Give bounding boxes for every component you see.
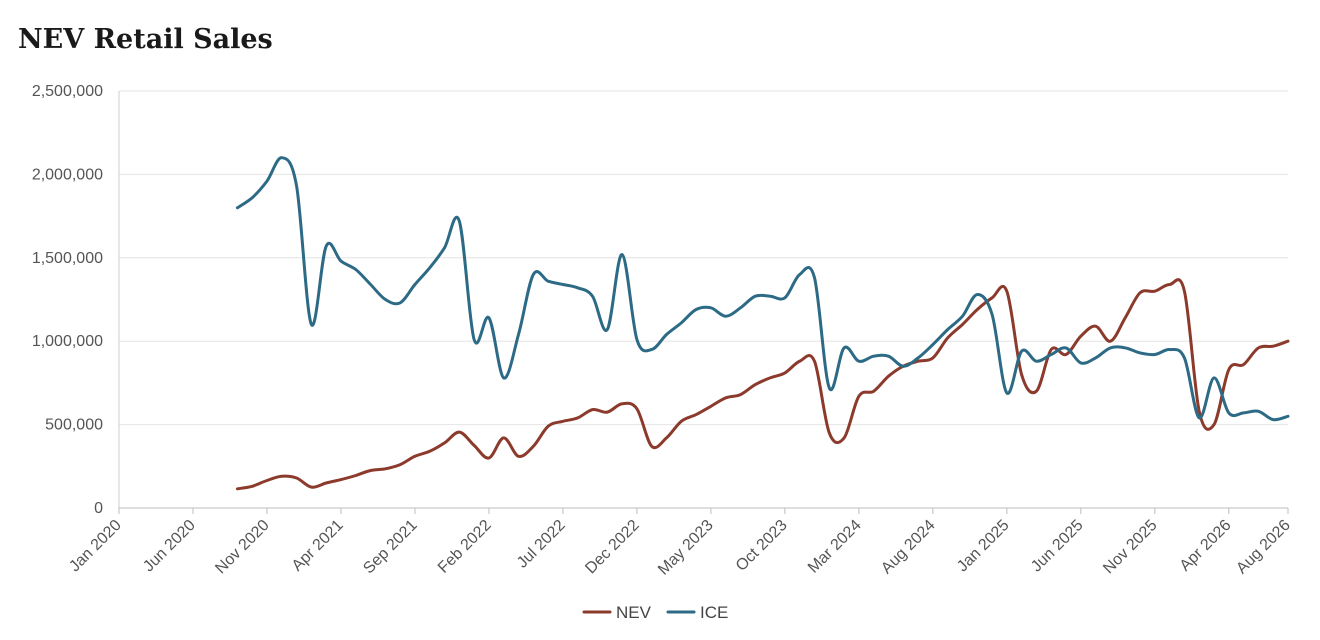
x-tick-label: Apr 2021: [289, 517, 347, 575]
x-tick-label: Jul 2022: [514, 517, 569, 572]
y-tick-label: 1,000,000: [32, 333, 103, 350]
y-tick-label: 1,500,000: [32, 250, 103, 267]
x-tick-label: Aug 2026: [1233, 517, 1294, 578]
chart-title: NEV Retail Sales: [18, 24, 273, 55]
x-tick-label: Jun 2025: [1028, 517, 1087, 576]
y-tick-label: 2,500,000: [32, 83, 103, 100]
y-tick-label: 500,000: [45, 417, 103, 434]
series-line-ice: [235, 156, 1290, 422]
x-tick-label: Jan 2020: [66, 517, 125, 576]
x-tick-label: May 2023: [655, 517, 717, 579]
x-tick-label: Nov 2020: [212, 517, 273, 578]
x-tick-label: Jan 2025: [954, 517, 1013, 576]
y-tick-label: 0: [94, 500, 103, 517]
x-tick-label: Aug 2024: [878, 517, 939, 578]
x-tick-label: Nov 2025: [1100, 517, 1161, 578]
x-tick-label: Sep 2021: [360, 517, 421, 578]
y-tick-label: 2,000,000: [32, 166, 103, 183]
x-tick-label: Jun 2020: [140, 517, 199, 576]
x-tick-label: Oct 2023: [733, 517, 791, 575]
series-line-nev: [235, 278, 1290, 491]
x-tick-label: Dec 2022: [582, 517, 643, 578]
x-tick-label: Feb 2022: [435, 517, 495, 577]
x-tick-label: Apr 2026: [1177, 517, 1235, 575]
legend-label-ice: ICE: [700, 603, 728, 622]
x-tick-label: Mar 2024: [805, 517, 865, 577]
legend-label-nev: NEV: [616, 603, 652, 622]
